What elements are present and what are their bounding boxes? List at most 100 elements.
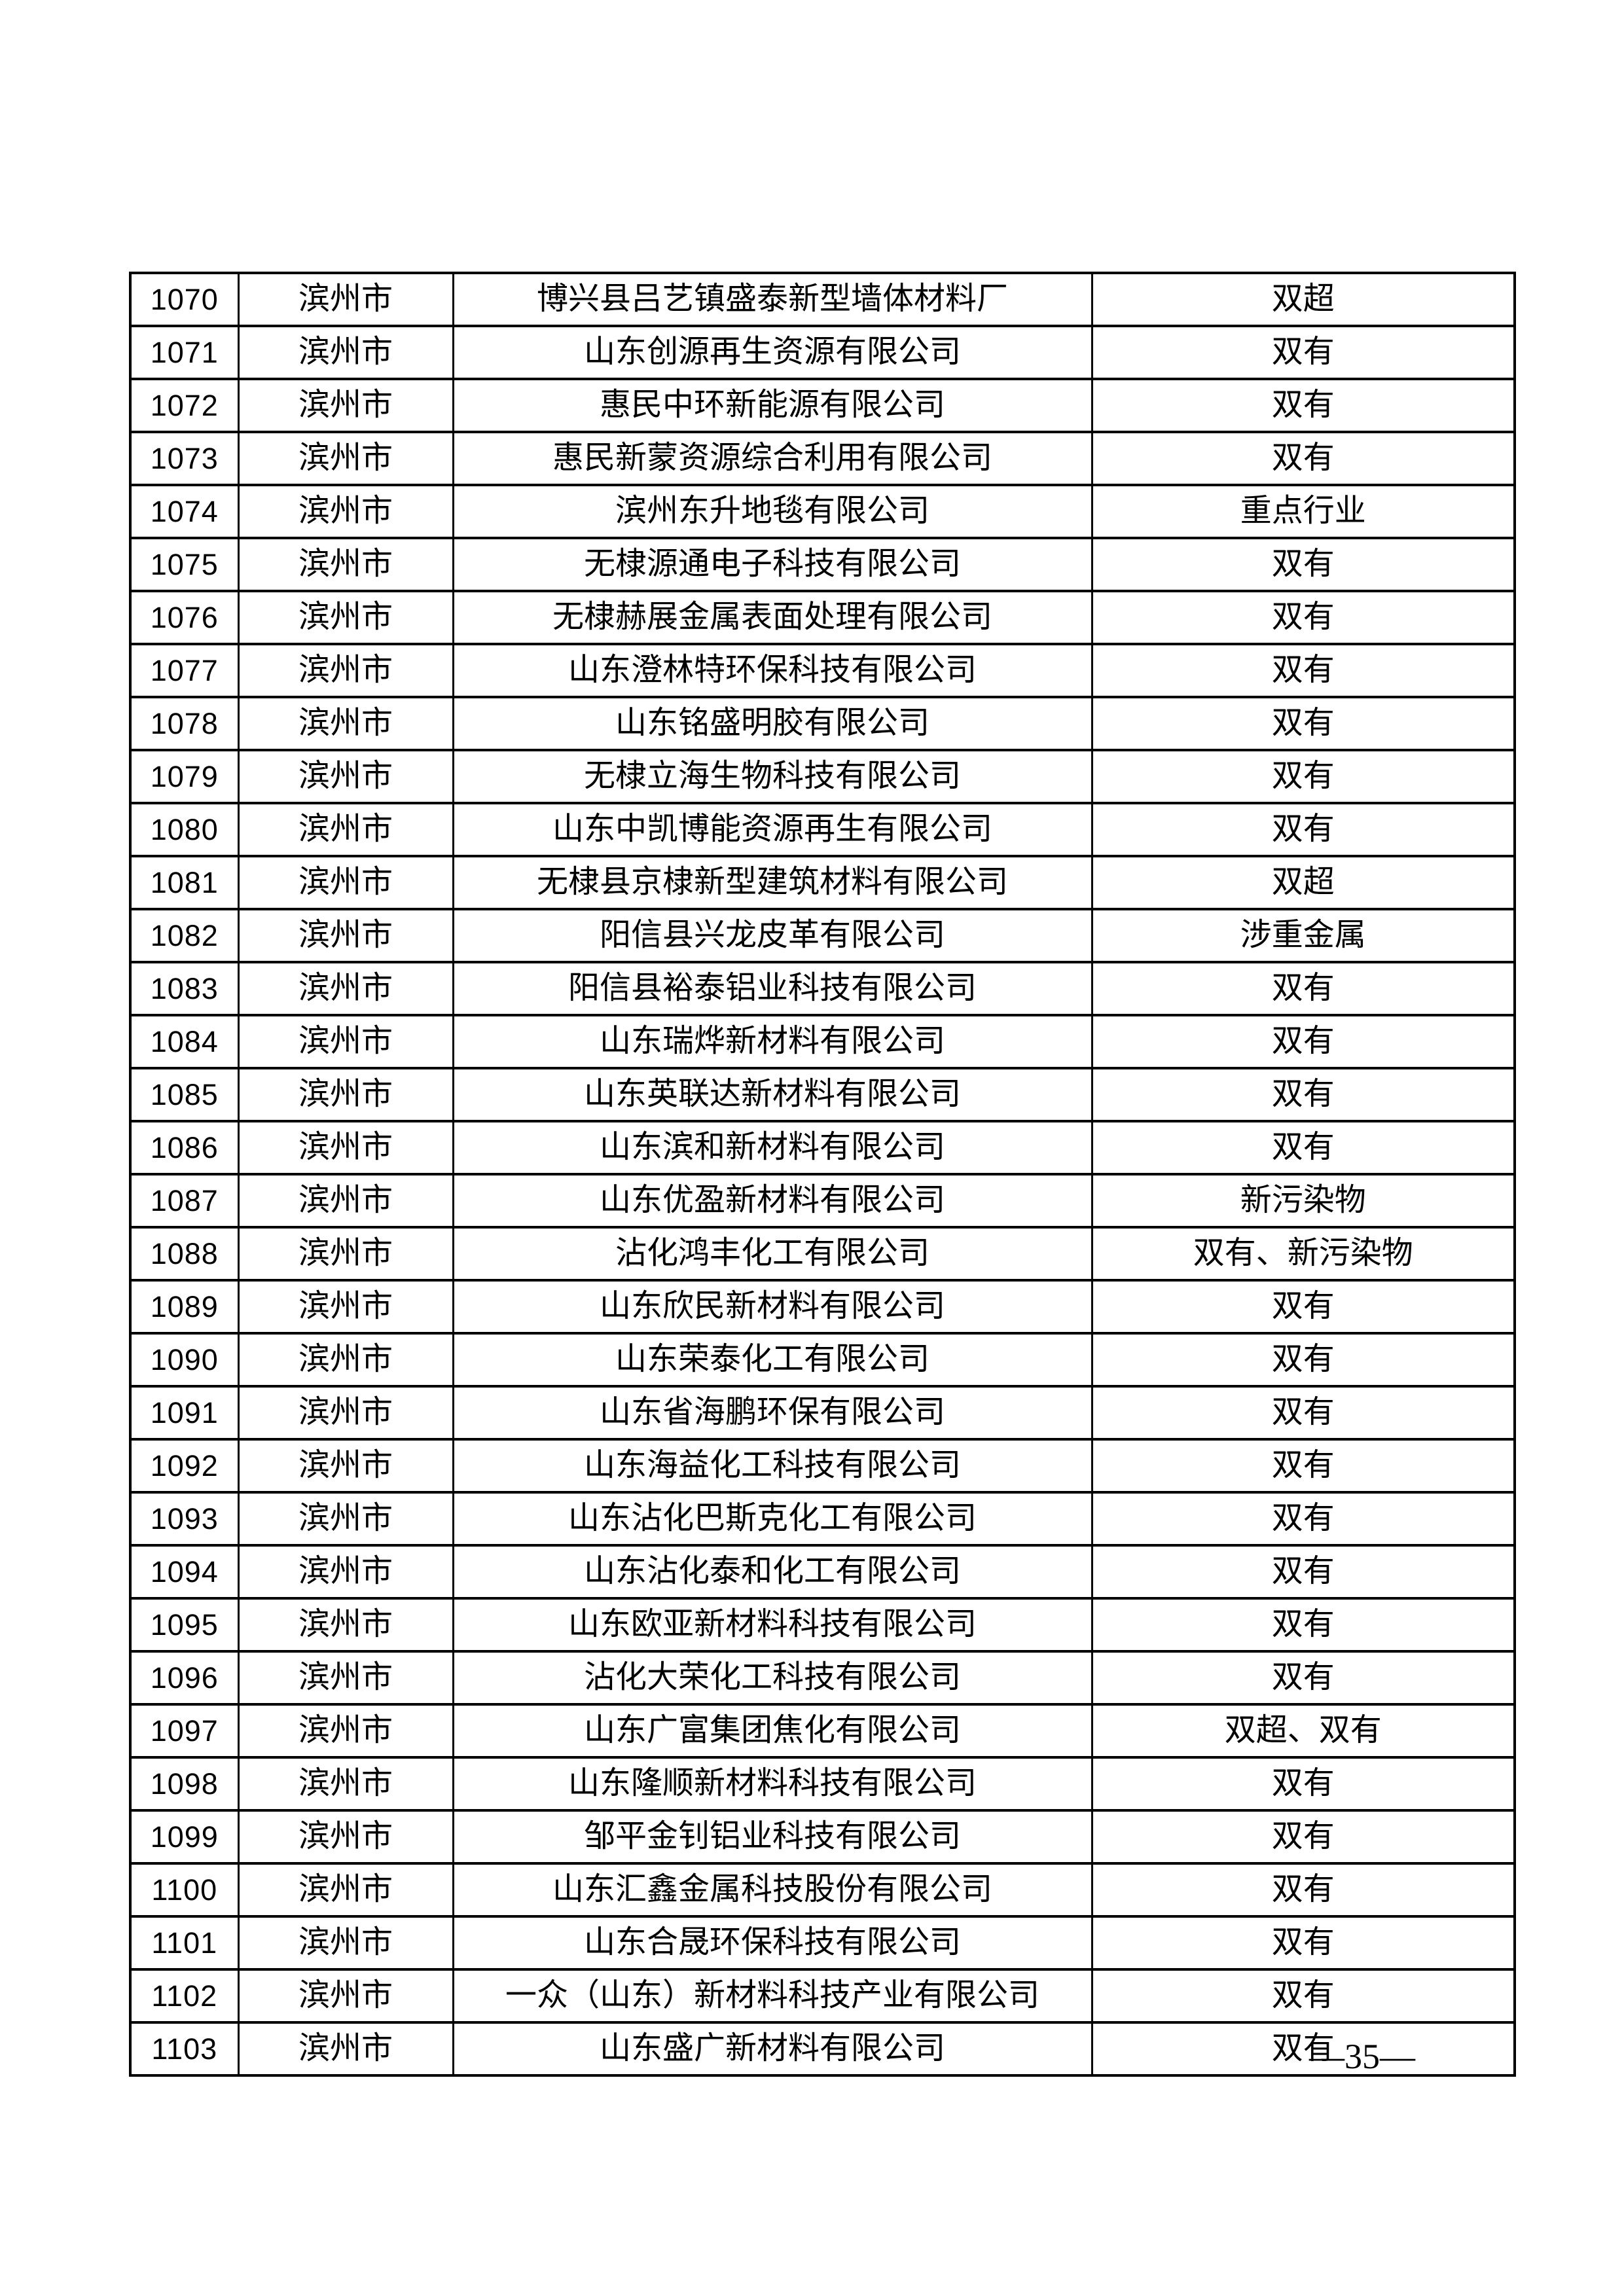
category-cell: 双有 bbox=[1091, 590, 1516, 645]
company-name-cell: 邹平金钊铝业科技有限公司 bbox=[452, 1809, 1093, 1865]
category-cell: 双有 bbox=[1091, 802, 1516, 857]
category-cell: 双有 bbox=[1091, 1120, 1516, 1175]
company-name-cell: 博兴县吕艺镇盛泰新型墙体材料厂 bbox=[452, 272, 1093, 327]
city-cell: 滨州市 bbox=[237, 1544, 454, 1600]
company-name-cell: 无棣立海生物科技有限公司 bbox=[452, 749, 1093, 804]
serial-number-cell: 1094 bbox=[129, 1544, 240, 1600]
city-cell: 滨州市 bbox=[237, 802, 454, 857]
serial-number-cell: 1084 bbox=[129, 1014, 240, 1069]
table-row: 1075 滨州市 无棣源通电子科技有限公司 双有 bbox=[129, 537, 1516, 592]
company-name-cell: 山东创源再生资源有限公司 bbox=[452, 325, 1093, 380]
table-row: 1092 滨州市 山东海益化工科技有限公司 双有 bbox=[129, 1438, 1516, 1494]
category-cell: 双有 bbox=[1091, 2021, 1516, 2077]
company-name-cell: 无棣赫展金属表面处理有限公司 bbox=[452, 590, 1093, 645]
table-row: 1096 滨州市 沾化大荣化工科技有限公司 双有 bbox=[129, 1650, 1516, 1706]
city-cell: 滨州市 bbox=[237, 1120, 454, 1175]
company-name-cell: 山东荣泰化工有限公司 bbox=[452, 1332, 1093, 1388]
city-cell: 滨州市 bbox=[237, 855, 454, 910]
serial-number-cell: 1098 bbox=[129, 1756, 240, 1812]
table-row: 1087 滨州市 山东优盈新材料有限公司 新污染物 bbox=[129, 1173, 1516, 1229]
serial-number-cell: 1078 bbox=[129, 696, 240, 751]
serial-number-cell: 1074 bbox=[129, 484, 240, 539]
company-name-cell: 山东铭盛明胶有限公司 bbox=[452, 696, 1093, 751]
city-cell: 滨州市 bbox=[237, 1332, 454, 1388]
serial-number-cell: 1101 bbox=[129, 1915, 240, 1971]
company-name-cell: 山东合晟环保科技有限公司 bbox=[452, 1915, 1093, 1971]
table-row: 1078 滨州市 山东铭盛明胶有限公司 双有 bbox=[129, 696, 1516, 751]
serial-number-cell: 1072 bbox=[129, 378, 240, 433]
company-name-cell: 惠民中环新能源有限公司 bbox=[452, 378, 1093, 433]
company-name-cell: 山东滨和新材料有限公司 bbox=[452, 1120, 1093, 1175]
serial-number-cell: 1081 bbox=[129, 855, 240, 910]
serial-number-cell: 1080 bbox=[129, 802, 240, 857]
category-cell: 双有 bbox=[1091, 378, 1516, 433]
table-row: 1102 滨州市 一众（山东）新材料科技产业有限公司 双有 bbox=[129, 1968, 1516, 2024]
city-cell: 滨州市 bbox=[237, 431, 454, 486]
table-row: 1099 滨州市 邹平金钊铝业科技有限公司 双有 bbox=[129, 1809, 1516, 1865]
company-name-cell: 阳信县裕泰铝业科技有限公司 bbox=[452, 961, 1093, 1016]
table-row: 1100 滨州市 山东汇鑫金属科技股份有限公司 双有 bbox=[129, 1862, 1516, 1918]
serial-number-cell: 1077 bbox=[129, 643, 240, 698]
category-cell: 双有 bbox=[1091, 696, 1516, 751]
category-cell: 双有 bbox=[1091, 1067, 1516, 1122]
serial-number-cell: 1073 bbox=[129, 431, 240, 486]
city-cell: 滨州市 bbox=[237, 908, 454, 963]
company-table-body: 1070 滨州市 博兴县吕艺镇盛泰新型墙体材料厂 双超 1071 滨州市 山东创… bbox=[129, 272, 1516, 2077]
city-cell: 滨州市 bbox=[237, 325, 454, 380]
company-name-cell: 山东省海鹏环保有限公司 bbox=[452, 1385, 1093, 1441]
table-row: 1103 滨州市 山东盛广新材料有限公司 双有 bbox=[129, 2021, 1516, 2077]
company-name-cell: 山东隆顺新材料科技有限公司 bbox=[452, 1756, 1093, 1812]
table-row: 1088 滨州市 沾化鸿丰化工有限公司 双有、新污染物 bbox=[129, 1226, 1516, 1282]
table-row: 1070 滨州市 博兴县吕艺镇盛泰新型墙体材料厂 双超 bbox=[129, 272, 1516, 327]
category-cell: 双有 bbox=[1091, 1491, 1516, 1547]
city-cell: 滨州市 bbox=[237, 1226, 454, 1282]
category-cell: 双有 bbox=[1091, 1756, 1516, 1812]
company-name-cell: 山东中凯博能资源再生有限公司 bbox=[452, 802, 1093, 857]
category-cell: 重点行业 bbox=[1091, 484, 1516, 539]
serial-number-cell: 1095 bbox=[129, 1597, 240, 1653]
serial-number-cell: 1102 bbox=[129, 1968, 240, 2024]
category-cell: 双有 bbox=[1091, 1544, 1516, 1600]
category-cell: 双有 bbox=[1091, 325, 1516, 380]
company-name-cell: 沾化大荣化工科技有限公司 bbox=[452, 1650, 1093, 1706]
category-cell: 双有 bbox=[1091, 537, 1516, 592]
city-cell: 滨州市 bbox=[237, 749, 454, 804]
serial-number-cell: 1092 bbox=[129, 1438, 240, 1494]
city-cell: 滨州市 bbox=[237, 1385, 454, 1441]
city-cell: 滨州市 bbox=[237, 1014, 454, 1069]
company-name-cell: 阳信县兴龙皮革有限公司 bbox=[452, 908, 1093, 963]
company-name-cell: 惠民新蒙资源综合利用有限公司 bbox=[452, 431, 1093, 486]
table-row: 1098 滨州市 山东隆顺新材料科技有限公司 双有 bbox=[129, 1756, 1516, 1812]
table-row: 1086 滨州市 山东滨和新材料有限公司 双有 bbox=[129, 1120, 1516, 1175]
table-row: 1081 滨州市 无棣县京棣新型建筑材料有限公司 双超 bbox=[129, 855, 1516, 910]
city-cell: 滨州市 bbox=[237, 378, 454, 433]
company-name-cell: 山东英联达新材料有限公司 bbox=[452, 1067, 1093, 1122]
category-cell: 双超、双有 bbox=[1091, 1703, 1516, 1759]
table-row: 1083 滨州市 阳信县裕泰铝业科技有限公司 双有 bbox=[129, 961, 1516, 1016]
serial-number-cell: 1076 bbox=[129, 590, 240, 645]
serial-number-cell: 1082 bbox=[129, 908, 240, 963]
city-cell: 滨州市 bbox=[237, 1915, 454, 1971]
table-row: 1072 滨州市 惠民中环新能源有限公司 双有 bbox=[129, 378, 1516, 433]
company-name-cell: 滨州东升地毯有限公司 bbox=[452, 484, 1093, 539]
table-row: 1094 滨州市 山东沾化泰和化工有限公司 双有 bbox=[129, 1544, 1516, 1600]
serial-number-cell: 1103 bbox=[129, 2021, 240, 2077]
table-row: 1073 滨州市 惠民新蒙资源综合利用有限公司 双有 bbox=[129, 431, 1516, 486]
category-cell: 双超 bbox=[1091, 855, 1516, 910]
company-name-cell: 沾化鸿丰化工有限公司 bbox=[452, 1226, 1093, 1282]
city-cell: 滨州市 bbox=[237, 272, 454, 327]
table-row: 1090 滨州市 山东荣泰化工有限公司 双有 bbox=[129, 1332, 1516, 1388]
city-cell: 滨州市 bbox=[237, 1968, 454, 2024]
category-cell: 双有 bbox=[1091, 1809, 1516, 1865]
table-row: 1091 滨州市 山东省海鹏环保有限公司 双有 bbox=[129, 1385, 1516, 1441]
city-cell: 滨州市 bbox=[237, 1067, 454, 1122]
serial-number-cell: 1099 bbox=[129, 1809, 240, 1865]
table-row: 1071 滨州市 山东创源再生资源有限公司 双有 bbox=[129, 325, 1516, 380]
serial-number-cell: 1100 bbox=[129, 1862, 240, 1918]
city-cell: 滨州市 bbox=[237, 1650, 454, 1706]
company-name-cell: 山东盛广新材料有限公司 bbox=[452, 2021, 1093, 2077]
city-cell: 滨州市 bbox=[237, 1756, 454, 1812]
company-name-cell: 山东广富集团焦化有限公司 bbox=[452, 1703, 1093, 1759]
serial-number-cell: 1088 bbox=[129, 1226, 240, 1282]
category-cell: 双有 bbox=[1091, 1968, 1516, 2024]
